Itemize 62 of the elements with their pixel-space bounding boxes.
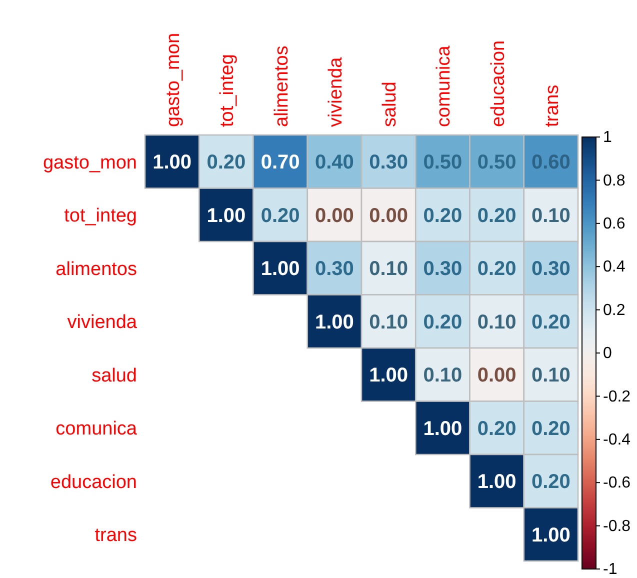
color-bar-label: 0.2 xyxy=(603,302,626,319)
color-bar-label: 0.6 xyxy=(603,216,626,233)
color-bar-label: 1 xyxy=(603,129,612,146)
data-label: 0.20 xyxy=(477,258,516,280)
color-bar-label: -0.6 xyxy=(603,474,631,492)
data-label: 0.30 xyxy=(423,258,462,280)
data-label: 0.10 xyxy=(369,311,408,334)
x-tick-label: alimentos xyxy=(271,46,292,127)
data-label: 0.20 xyxy=(477,204,516,227)
y-tick-label: trans xyxy=(94,525,137,546)
y-tick-label: tot_integ xyxy=(64,206,137,227)
data-label: 0.30 xyxy=(314,258,354,280)
data-label: 1.00 xyxy=(531,524,570,546)
x-tick-label: vivienda xyxy=(325,56,346,127)
data-label: 0.20 xyxy=(531,311,570,334)
y-tick-label: salud xyxy=(92,365,137,386)
x-tick-label: salud xyxy=(380,82,401,127)
data-label: 0.20 xyxy=(477,418,516,440)
y-tick-label: vivienda xyxy=(67,312,138,334)
data-label: 0.40 xyxy=(314,152,354,174)
data-label: 1.00 xyxy=(369,364,408,387)
data-label: 0.20 xyxy=(531,471,570,494)
data-label: 0.10 xyxy=(423,364,462,387)
data-label: 1.00 xyxy=(206,204,246,227)
color-bar-label: -0.8 xyxy=(603,518,631,535)
data-label: 1.00 xyxy=(477,471,516,494)
data-label: 0.00 xyxy=(369,204,408,227)
y-tick-label: alimentos xyxy=(56,258,137,280)
data-label: 0.50 xyxy=(477,152,516,174)
data-label: 0.10 xyxy=(477,311,516,334)
data-label: 0.20 xyxy=(531,418,570,440)
data-label: 1.00 xyxy=(314,311,354,334)
data-label: 0.10 xyxy=(369,258,408,280)
data-label: 0.50 xyxy=(423,152,462,174)
data-label: 0.10 xyxy=(531,364,570,387)
color-bar-label: 0.8 xyxy=(603,172,626,190)
color-bar-label: -0.4 xyxy=(603,432,631,449)
color-bar-label: -1 xyxy=(603,561,618,578)
x-tick-label: comunica xyxy=(434,45,455,127)
data-label: 0.10 xyxy=(531,204,570,227)
data-label: 0.20 xyxy=(206,152,246,174)
data-label: 1.00 xyxy=(423,418,462,440)
data-label: 0.20 xyxy=(423,311,462,334)
color-bar-label: -0.2 xyxy=(603,388,631,406)
data-label: 1.00 xyxy=(260,258,300,280)
data-label: 0.60 xyxy=(531,152,570,174)
data-label: 0.70 xyxy=(260,152,300,174)
x-tick-label: educacion xyxy=(488,40,509,127)
data-label: 0.30 xyxy=(369,152,408,174)
y-tick-label: comunica xyxy=(56,418,138,440)
x-tick-label: trans xyxy=(542,84,563,127)
data-label: 0.30 xyxy=(531,258,570,280)
data-label: 0.00 xyxy=(314,204,354,227)
x-tick-label: tot_integ xyxy=(217,54,238,127)
data-label: 0.20 xyxy=(423,204,462,227)
color-bar-label: 0 xyxy=(603,345,612,362)
y-tick-label: educacion xyxy=(50,472,137,493)
data-label: 0.00 xyxy=(477,364,516,387)
y-tick-label: gasto_mon xyxy=(42,152,137,174)
data-label: 0.20 xyxy=(260,204,300,227)
data-label: 1.00 xyxy=(152,152,192,174)
color-bar-label: 0.4 xyxy=(603,258,626,276)
